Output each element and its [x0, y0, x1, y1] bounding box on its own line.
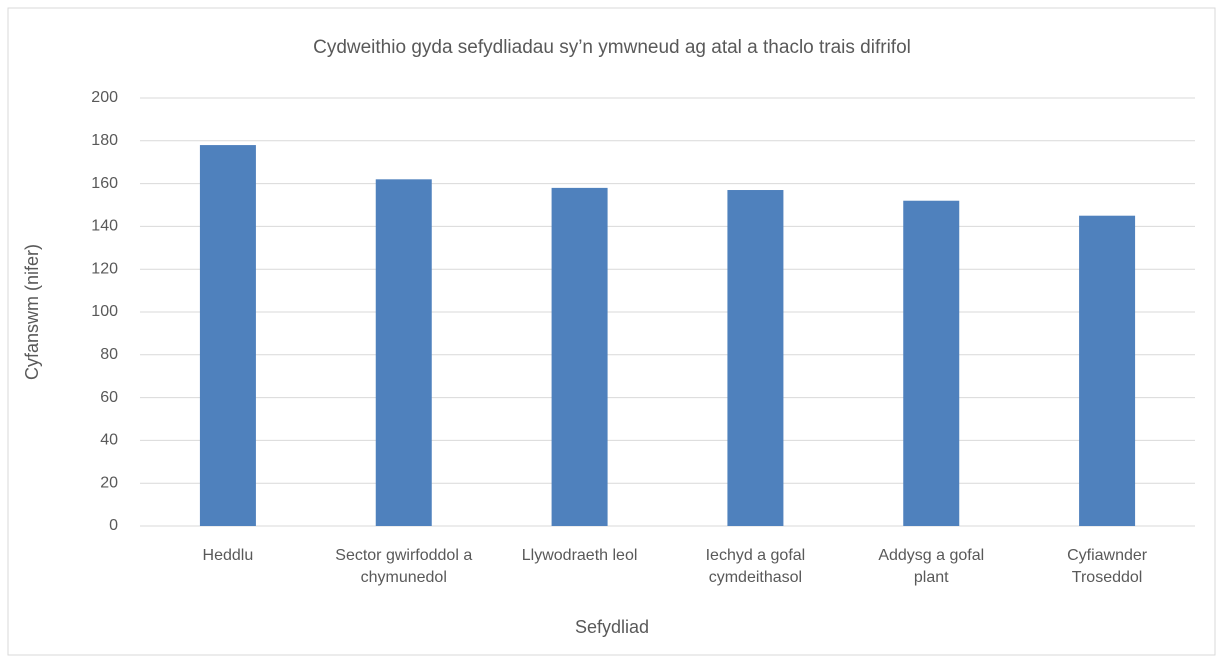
y-tick-label: 200: [91, 89, 118, 106]
x-axis-label: Sefydliad: [575, 617, 649, 637]
y-tick-label: 120: [91, 260, 118, 277]
x-tick-label: Sector gwirfoddol a chymunedol: [335, 547, 473, 586]
chart-title: Cydweithio gyda sefydliadau sy’n ymwneud…: [313, 37, 911, 58]
x-tick-label: Heddlu: [202, 547, 254, 564]
y-tick-label: 100: [91, 303, 118, 320]
y-tick-label: 40: [100, 432, 118, 449]
bar: [903, 200, 960, 526]
x-tick-label: Addysg a gofal plant: [878, 547, 985, 586]
x-tick-label: Llywodraeth leol: [521, 547, 638, 564]
y-tick-label: 60: [100, 389, 118, 406]
bar: [551, 187, 608, 526]
y-tick-label: 20: [100, 474, 118, 491]
bar: [375, 179, 432, 526]
y-tick-label: 180: [91, 132, 118, 149]
bar: [727, 190, 784, 526]
x-tick-label: Iechyd a gofal cymdeithasol: [705, 547, 806, 586]
y-axis-label: Cyfanswm (nifer): [22, 244, 42, 380]
y-tick-label: 140: [91, 218, 118, 235]
y-tick-label: 160: [91, 175, 118, 192]
bar: [199, 145, 256, 526]
y-tick-label: 80: [100, 346, 118, 363]
x-tick-label: Cyfiawnder Troseddol: [1067, 547, 1148, 586]
bar: [1079, 215, 1136, 526]
y-tick-label: 0: [109, 517, 118, 534]
